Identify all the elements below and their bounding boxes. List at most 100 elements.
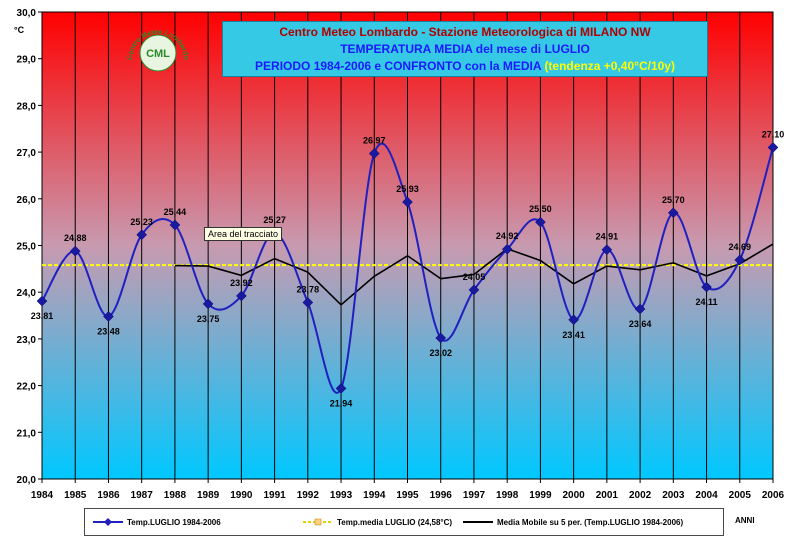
y-tick-label: 28,0 xyxy=(17,101,37,112)
data-label: 23,02 xyxy=(429,348,452,358)
data-point-marker xyxy=(568,314,579,326)
data-point-marker xyxy=(202,298,214,310)
data-label: 21,94 xyxy=(330,398,353,408)
y-tick-label: 21,0 xyxy=(17,428,37,439)
x-tick-label: 1996 xyxy=(430,490,453,501)
y-axis-unit: °C xyxy=(14,25,25,35)
plot-area-tooltip: Area del tracciato xyxy=(204,227,283,241)
cml-logo: Centro Meteo Lombardo CML xyxy=(122,20,192,78)
legend-item-moving: Media Mobile su 5 per. (Temp.LUGLIO 1984… xyxy=(463,509,683,535)
x-tick-label: 2002 xyxy=(629,490,652,501)
legend-label-moving: Media Mobile su 5 per. (Temp.LUGLIO 1984… xyxy=(497,517,684,527)
x-tick-label: 2003 xyxy=(662,490,685,501)
data-point-marker xyxy=(435,332,447,344)
x-tick-label: 1987 xyxy=(131,490,154,501)
title-line-2: TEMPERATURA MEDIA del mese di LUGLIO xyxy=(340,42,590,56)
data-label: 23,78 xyxy=(297,284,320,294)
x-tick-label: 1989 xyxy=(197,490,220,501)
legend-label-mean: Temp.media LUGLIO (24,58°C) xyxy=(337,517,453,527)
y-tick-label: 20,0 xyxy=(17,475,37,486)
data-label: 23,48 xyxy=(97,326,120,336)
x-tick-label: 2005 xyxy=(729,490,752,501)
y-tick-label: 22,0 xyxy=(17,382,37,393)
data-label: 24,91 xyxy=(596,232,619,242)
x-tick-label: 1997 xyxy=(463,490,486,501)
data-point-marker xyxy=(767,142,779,153)
data-label: 23,64 xyxy=(629,319,652,329)
legend-marker-mean xyxy=(303,518,333,526)
data-point-marker xyxy=(501,243,513,255)
x-tick-label: 1988 xyxy=(164,490,187,501)
y-tick-label: 29,0 xyxy=(17,55,37,66)
trend-text: (tendenza +0,40°C/10y) xyxy=(544,59,675,73)
y-tick-label: 25,0 xyxy=(17,242,37,253)
x-tick-label: 1992 xyxy=(297,490,320,501)
data-point-marker xyxy=(169,219,181,231)
legend: Temp.LUGLIO 1984-2006 Temp.media LUGLIO … xyxy=(84,508,724,536)
y-tick-label: 26,0 xyxy=(17,195,37,206)
x-tick-label: 2001 xyxy=(596,490,619,501)
x-tick-label: 1985 xyxy=(64,490,87,501)
data-point-marker xyxy=(634,303,646,315)
data-label: 25,27 xyxy=(263,215,286,225)
moving-average-line xyxy=(174,243,774,306)
x-tick-label: 1984 xyxy=(31,490,54,501)
data-label: 23,75 xyxy=(197,314,220,324)
data-label: 23,92 xyxy=(230,278,253,288)
legend-item-temp: Temp.LUGLIO 1984-2006 xyxy=(93,509,221,535)
legend-marker-moving xyxy=(463,521,493,523)
title-line-3-main: PERIODO 1984-2006 e CONFRONTO con la MED… xyxy=(255,59,542,73)
data-point-marker xyxy=(36,295,48,307)
x-tick-label: 1999 xyxy=(529,490,552,501)
data-label: 25,70 xyxy=(662,195,685,205)
data-label: 26,97 xyxy=(363,136,386,146)
x-tick-label: 1990 xyxy=(230,490,253,501)
x-tick-label: 1991 xyxy=(263,490,286,501)
x-tick-label: 1998 xyxy=(496,490,519,501)
x-tick-label: 1993 xyxy=(330,490,353,501)
data-point-marker xyxy=(468,284,480,296)
x-tick-label: 1995 xyxy=(396,490,419,501)
logo-initials: CML xyxy=(146,48,170,60)
y-tick-label: 27,0 xyxy=(17,148,37,159)
title-line-3: PERIODO 1984-2006 e CONFRONTO con la MED… xyxy=(223,58,707,75)
data-label: 23,41 xyxy=(562,330,585,340)
data-label: 25,44 xyxy=(164,207,187,217)
data-label: 23,81 xyxy=(31,311,54,321)
data-label: 25,23 xyxy=(130,217,153,227)
chart-title-box: Centro Meteo Lombardo - Stazione Meteoro… xyxy=(222,21,708,77)
data-label: 24,92 xyxy=(496,231,519,241)
data-point-marker xyxy=(103,311,114,322)
x-tick-label: 2004 xyxy=(695,490,718,501)
data-point-marker xyxy=(701,281,712,293)
data-point-marker xyxy=(667,207,679,219)
x-tick-label: 2000 xyxy=(563,490,586,501)
y-tick-label: 23,0 xyxy=(17,335,37,346)
data-label: 27,10 xyxy=(762,129,785,139)
x-tick-label: 1994 xyxy=(363,490,386,501)
data-point-marker xyxy=(368,148,380,159)
y-tick-label: 30,0 xyxy=(17,8,37,19)
data-point-marker xyxy=(601,244,613,256)
data-point-marker xyxy=(734,254,746,266)
legend-marker-temp xyxy=(93,518,123,526)
legend-label-temp: Temp.LUGLIO 1984-2006 xyxy=(127,517,221,527)
data-point-marker xyxy=(136,229,148,241)
data-label: 25,93 xyxy=(396,184,419,194)
data-label: 24,69 xyxy=(729,242,752,252)
x-tick-label: 2006 xyxy=(762,490,785,501)
x-tick-label: 1986 xyxy=(97,490,120,501)
legend-item-mean: Temp.media LUGLIO (24,58°C) xyxy=(303,509,452,535)
title-line-1: Centro Meteo Lombardo - Stazione Meteoro… xyxy=(279,25,651,39)
data-label: 24,88 xyxy=(64,233,87,243)
data-point-marker xyxy=(69,245,81,257)
data-point-marker xyxy=(402,196,413,208)
data-point-marker xyxy=(335,383,347,394)
data-point-marker xyxy=(302,297,314,308)
data-point-marker xyxy=(535,216,546,228)
data-label: 24,11 xyxy=(696,297,718,307)
data-label: 25,50 xyxy=(529,204,552,214)
data-label: 24,05 xyxy=(463,272,486,282)
y-tick-label: 24,0 xyxy=(17,288,37,299)
